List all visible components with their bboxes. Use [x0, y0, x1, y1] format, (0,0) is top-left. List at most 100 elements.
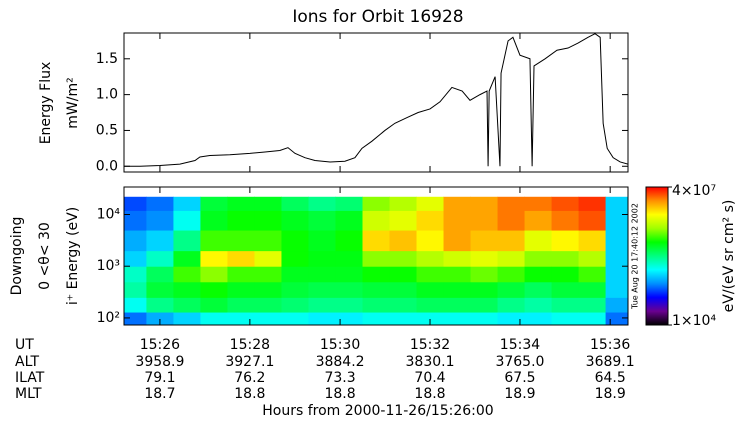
heatmap-cell: [551, 297, 580, 313]
heatmap-cell: [146, 281, 174, 298]
heatmap-cell: [416, 250, 445, 267]
heatmap-cell: [551, 230, 580, 252]
ephemeris-value: 3958.9: [135, 354, 184, 370]
y-axis-label: 0 <θ< 30: [37, 222, 53, 290]
heatmap-cell: [281, 312, 309, 326]
heatmap-cell: [551, 210, 580, 231]
colorbar-label: eV/(eV sr cm² s): [721, 200, 737, 313]
y-axis-label: Energy Flux: [38, 62, 54, 145]
colorbar-tick-label: 4×10⁷: [672, 183, 716, 199]
heatmap-cell: [389, 250, 418, 267]
heatmap-cell: [335, 312, 363, 326]
y-tick-label: 10⁴: [97, 206, 121, 222]
colorbar: [645, 186, 669, 326]
heatmap-cell: [605, 281, 629, 298]
heatmap-cell: [470, 297, 499, 313]
heatmap-cell: [173, 250, 201, 267]
heatmap-cell: [497, 230, 526, 252]
chart-title: Ions for Orbit 16928: [292, 7, 463, 27]
heatmap-cell: [497, 196, 526, 211]
ephemeris-value: 64.5: [595, 370, 626, 386]
heatmap-cell: [416, 312, 445, 326]
heatmap-cell: [416, 196, 445, 211]
heatmap-cell: [173, 230, 201, 252]
ephemeris-value: 3884.2: [316, 354, 365, 370]
ephemeris-value: 79.1: [144, 370, 175, 386]
heatmap-cell: [389, 281, 418, 298]
heatmap-cell: [308, 230, 336, 252]
heatmap-cell: [281, 266, 309, 283]
heatmap-cell: [335, 210, 363, 231]
heatmap-cell: [416, 230, 445, 252]
heatmap-cell: [524, 281, 553, 298]
ephemeris-value: 70.4: [414, 370, 445, 386]
heatmap-cell: [470, 230, 499, 252]
heatmap-cell: [605, 250, 629, 267]
heatmap-cell: [200, 210, 228, 231]
plot-frame: [123, 186, 629, 326]
heatmap-cell: [335, 250, 363, 267]
heatmap-cell: [124, 297, 147, 313]
heatmap-cell: [497, 297, 526, 313]
ephemeris-label: MLT: [15, 386, 42, 402]
heatmap-cell: [335, 196, 363, 211]
heatmap-cell: [443, 281, 472, 298]
heatmap-cell: [443, 250, 472, 267]
heatmap-cell: [524, 297, 553, 313]
heatmap-cell: [416, 266, 445, 283]
heatmap-cell: [254, 266, 282, 283]
heatmap-cell: [362, 230, 391, 252]
heatmap-cell: [362, 250, 391, 267]
heatmap-cell: [389, 196, 418, 211]
ephemeris-value: 18.8: [324, 386, 355, 402]
x-tick-label: 15:36: [590, 337, 630, 353]
heatmap-cell: [308, 250, 336, 267]
y-tick-label: 10³: [97, 258, 120, 274]
ephemeris-label: ILAT: [15, 370, 45, 386]
heatmap-cell: [124, 210, 147, 231]
heatmap-cell: [497, 312, 526, 326]
heatmap-cell: [200, 250, 228, 267]
heatmap-cell: [551, 266, 580, 283]
y-axis-label: Downgoing: [9, 217, 25, 296]
heatmap-cell: [173, 312, 201, 326]
heatmap-cell: [605, 297, 629, 313]
data-line: [124, 33, 628, 167]
heatmap-cell: [605, 312, 629, 326]
heatmap-cell: [124, 250, 147, 267]
heatmap-cell: [254, 196, 282, 211]
heatmap-cell: [443, 297, 472, 313]
ephemeris-value: 3689.1: [586, 354, 635, 370]
ephemeris-value: 18.8: [234, 386, 265, 402]
y-tick-label: 1.5: [96, 51, 118, 67]
heatmap-cell: [335, 281, 363, 298]
heatmap-cell: [146, 250, 174, 267]
heatmap-cell: [146, 230, 174, 252]
heatmap-cell: [146, 312, 174, 326]
heatmap-cell: [470, 266, 499, 283]
heatmap-cell: [389, 312, 418, 326]
heatmap-cell: [362, 281, 391, 298]
heatmap-cell: [335, 266, 363, 283]
ephemeris-value: 18.9: [504, 386, 535, 402]
heatmap-cell: [497, 250, 526, 267]
heatmap-cell: [146, 210, 174, 231]
heatmap-cell: [254, 230, 282, 252]
heatmap-cell: [254, 250, 282, 267]
heatmap-cell: [605, 210, 629, 231]
heatmap-cell: [200, 281, 228, 298]
x-tick-label: 15:32: [410, 337, 450, 353]
heatmap-cell: [524, 250, 553, 267]
heatmap-cell: [362, 210, 391, 231]
heatmap-cell: [443, 266, 472, 283]
heatmap-cell: [524, 196, 553, 211]
y-axis-label: mW/m²: [65, 77, 81, 128]
heatmap-cell: [335, 230, 363, 252]
heatmap-cell: [173, 210, 201, 231]
heatmap-cell: [200, 312, 228, 326]
heatmap-cell: [605, 266, 629, 283]
heatmap-cell: [146, 297, 174, 313]
x-axis-label: Hours from 2000-11-26/15:26:00: [262, 403, 493, 419]
heatmap-cell: [551, 281, 580, 298]
